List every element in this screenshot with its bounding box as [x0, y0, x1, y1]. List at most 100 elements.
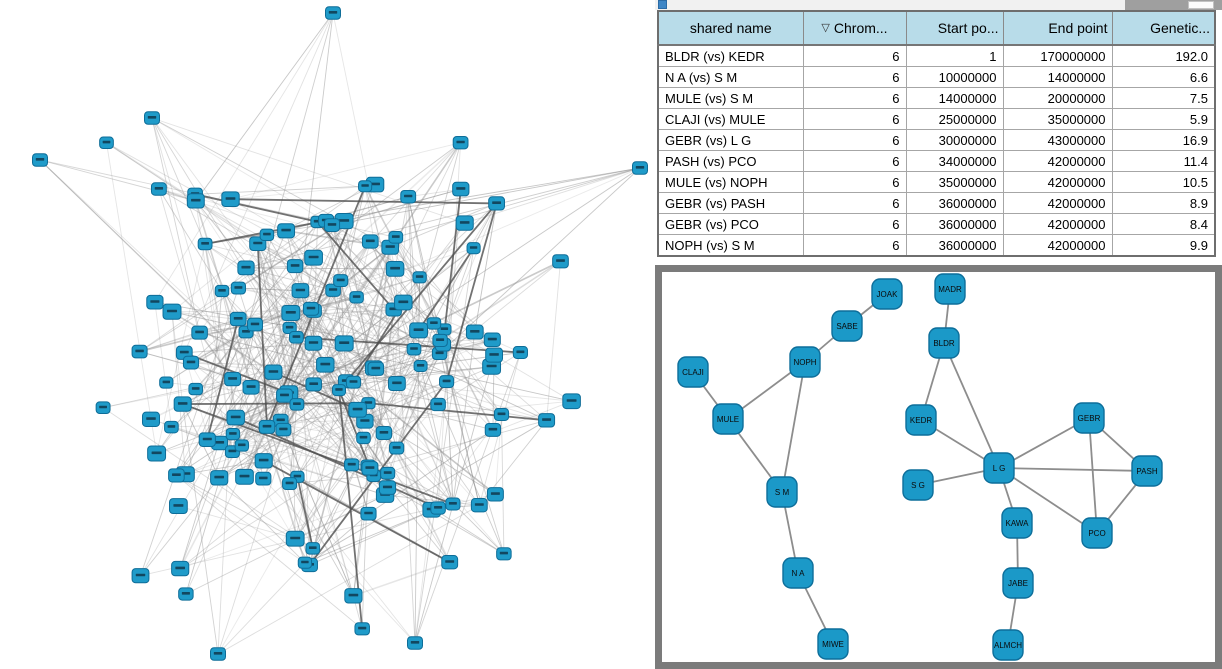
- network-node[interactable]: [385, 261, 405, 277]
- network-node[interactable]: [394, 294, 413, 311]
- network-node[interactable]: [331, 384, 347, 397]
- network-node[interactable]: [254, 453, 273, 469]
- edge-noph-s-m[interactable]: [781, 361, 806, 493]
- network-node[interactable]: [367, 361, 385, 376]
- network-node[interactable]: [430, 397, 446, 412]
- network-node[interactable]: [214, 284, 230, 298]
- column-header-genetic[interactable]: Genetic...: [1111, 10, 1216, 46]
- table-cell[interactable]: 30000000: [905, 129, 1004, 151]
- table-cell[interactable]: 6.6: [1111, 66, 1216, 88]
- network-node[interactable]: [413, 360, 428, 372]
- network-node[interactable]: [432, 333, 448, 347]
- network-node[interactable]: [325, 6, 341, 20]
- network-node[interactable]: [297, 556, 313, 569]
- table-row[interactable]: GEBR (vs) PASH 6 36000000 42000000 8.9: [657, 192, 1216, 214]
- network-node[interactable]: [159, 376, 174, 389]
- table-cell[interactable]: 6: [802, 213, 907, 235]
- table-cell[interactable]: 6: [802, 150, 907, 172]
- network-node[interactable]: [188, 382, 203, 396]
- node-kawa[interactable]: KAWA: [1001, 507, 1033, 539]
- network-node[interactable]: [512, 346, 528, 359]
- network-node[interactable]: [173, 396, 192, 412]
- network-node[interactable]: [488, 196, 505, 211]
- network-node[interactable]: [191, 325, 208, 340]
- column-header-start-po[interactable]: Start po...: [905, 10, 1004, 46]
- node-noph[interactable]: NOPH: [789, 346, 821, 378]
- network-node[interactable]: [169, 498, 188, 515]
- network-node[interactable]: [334, 335, 354, 352]
- column-header-chrom[interactable]: ▽ Chrom...: [802, 10, 907, 46]
- network-node[interactable]: [258, 419, 276, 434]
- table-cell[interactable]: 35000000: [905, 171, 1004, 193]
- table-row[interactable]: GEBR (vs) L G 6 30000000 43000000 16.9: [657, 129, 1216, 151]
- network-node[interactable]: [277, 223, 296, 239]
- node-jabe[interactable]: JABE: [1002, 567, 1034, 599]
- scrollbar-thumb[interactable]: [1188, 1, 1214, 9]
- node-bldr[interactable]: BLDR: [928, 327, 960, 359]
- network-node[interactable]: [234, 439, 249, 452]
- network-node[interactable]: [304, 335, 323, 351]
- node-pash[interactable]: PASH: [1131, 455, 1163, 487]
- network-node[interactable]: [289, 398, 305, 411]
- network-node[interactable]: [400, 189, 417, 204]
- table-row[interactable]: N A (vs) S M 6 10000000 14000000 6.6: [657, 66, 1216, 88]
- table-cell[interactable]: 9.9: [1111, 234, 1216, 257]
- table-cell[interactable]: 42000000: [1002, 192, 1113, 214]
- table-cell[interactable]: 43000000: [1002, 129, 1113, 151]
- toolbar-fragment-icon[interactable]: [658, 0, 667, 9]
- network-node[interactable]: [470, 498, 488, 513]
- network-node[interactable]: [281, 304, 301, 322]
- network-node[interactable]: [168, 468, 185, 483]
- network-node[interactable]: [131, 568, 150, 584]
- table-cell[interactable]: 10.5: [1111, 171, 1216, 193]
- table-cell[interactable]: 8.9: [1111, 192, 1216, 214]
- network-node[interactable]: [562, 393, 581, 410]
- scrollbar-track[interactable]: [1125, 0, 1222, 10]
- table-cell[interactable]: 6: [802, 87, 907, 109]
- network-node[interactable]: [305, 542, 321, 555]
- table-cell[interactable]: 6: [802, 44, 907, 67]
- network-node[interactable]: [412, 271, 427, 284]
- network-node[interactable]: [182, 355, 200, 370]
- network-node[interactable]: [375, 426, 393, 440]
- network-node[interactable]: [224, 371, 242, 387]
- network-node[interactable]: [441, 555, 459, 570]
- network-node[interactable]: [150, 182, 167, 196]
- table-cell[interactable]: 6: [802, 129, 907, 151]
- network-node[interactable]: [32, 153, 48, 167]
- network-node[interactable]: [285, 530, 305, 547]
- network-node[interactable]: [409, 322, 429, 339]
- table-cell[interactable]: 42000000: [1002, 234, 1113, 257]
- network-node[interactable]: [632, 161, 648, 175]
- network-node[interactable]: [247, 317, 263, 332]
- filtered-network-canvas[interactable]: JOAK SABE NOPH CLAJI MULE S M N A MIWE MADR BLDR K…: [662, 272, 1215, 662]
- table-row[interactable]: NOPH (vs) S M 6 36000000 42000000 9.9: [657, 234, 1216, 257]
- node-n-a[interactable]: N A: [782, 557, 814, 589]
- table-cell[interactable]: 42000000: [1002, 213, 1113, 235]
- network-node[interactable]: [291, 283, 310, 299]
- network-node[interactable]: [348, 401, 367, 418]
- table-cell[interactable]: 36000000: [905, 213, 1004, 235]
- shared-name-cell[interactable]: GEBR (vs) PASH: [657, 192, 804, 214]
- network-node[interactable]: [344, 458, 360, 472]
- node-s-m[interactable]: S M: [766, 476, 798, 508]
- network-node[interactable]: [361, 461, 379, 476]
- table-cell[interactable]: 170000000: [1002, 44, 1113, 67]
- table-cell[interactable]: 8.4: [1111, 213, 1216, 235]
- network-node[interactable]: [439, 375, 455, 389]
- table-cell[interactable]: 192.0: [1111, 44, 1216, 67]
- network-node[interactable]: [325, 283, 341, 297]
- network-node[interactable]: [452, 181, 470, 197]
- shared-name-cell[interactable]: CLAJI (vs) MULE: [657, 108, 804, 130]
- network-node[interactable]: [224, 445, 240, 459]
- table-cell[interactable]: 6: [802, 192, 907, 214]
- table-cell[interactable]: 14000000: [1002, 66, 1113, 88]
- table-row[interactable]: MULE (vs) S M 6 14000000 20000000 7.5: [657, 87, 1216, 109]
- network-node[interactable]: [426, 317, 442, 330]
- shared-name-cell[interactable]: MULE (vs) S M: [657, 87, 804, 109]
- network-node[interactable]: [465, 324, 484, 340]
- network-node[interactable]: [289, 331, 304, 344]
- network-node[interactable]: [358, 180, 373, 193]
- network-node[interactable]: [264, 364, 283, 380]
- network-node[interactable]: [360, 506, 377, 521]
